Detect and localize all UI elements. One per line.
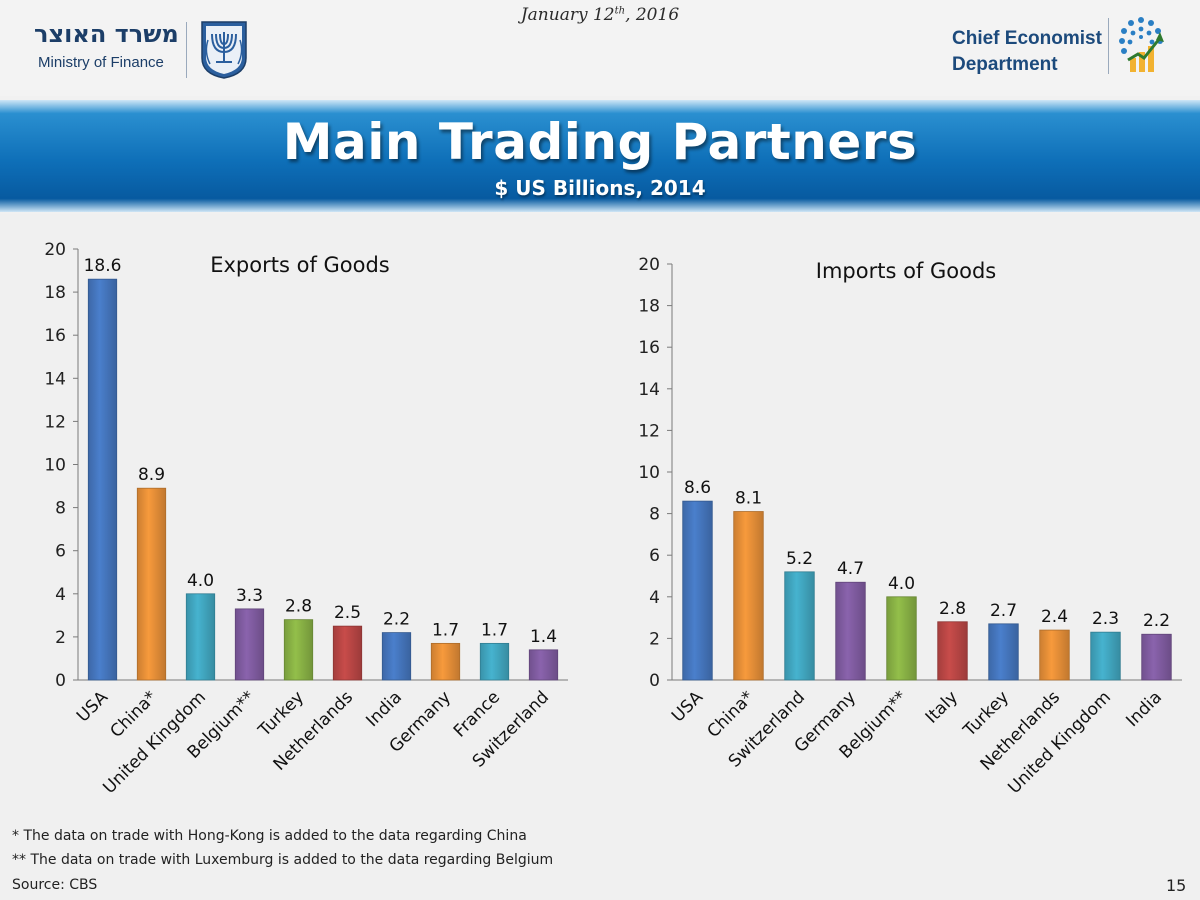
exports-chart: 0 2 4 6 8 10 12 14 16 18 20 Exports of Goods 18.6 USA… (44, 240, 568, 798)
title-banner: Main Trading Partners $ US Billions, 201… (0, 100, 1200, 212)
y-tick-label: 4 (55, 585, 66, 605)
bar-china (136, 487, 167, 681)
bar-india (1141, 633, 1172, 681)
bar-usa (87, 278, 118, 681)
bar-value-label: 4.0 (187, 571, 214, 591)
bar-value-label: 1.4 (530, 627, 557, 647)
ministry-name-english: Ministry of Finance (38, 54, 164, 71)
slide-title: Main Trading Partners (282, 113, 918, 171)
y-tick-label: 18 (638, 297, 660, 317)
date-year: , 2016 (625, 5, 680, 25)
bar-value-label: 2.8 (939, 599, 966, 619)
bar-value-label: 18.6 (84, 256, 122, 276)
chart-title: Exports of Goods (210, 253, 390, 277)
y-tick-label: 2 (55, 628, 66, 648)
bar-turkey (283, 619, 314, 681)
menorah-emblem-icon (201, 21, 247, 79)
bar-value-label: 2.2 (383, 610, 410, 630)
chart-dots-logo-icon (1119, 17, 1164, 72)
bar-value-label: 5.2 (786, 549, 813, 569)
bar-value-label: 8.1 (735, 489, 762, 509)
department-name: Chief Economist Department (952, 26, 1102, 78)
y-tick-label: 18 (44, 283, 66, 303)
bar-usa (682, 500, 713, 681)
bar-switzerland (784, 571, 815, 681)
bar-value-label: 1.7 (432, 620, 459, 640)
bar-united-kingdom (1090, 631, 1121, 681)
bar-value-label: 2.7 (990, 601, 1017, 621)
bar-value-label: 2.2 (1143, 611, 1170, 631)
department-line-1: Chief Economist (952, 28, 1102, 49)
slide-subtitle: $ US Billions, 2014 (494, 176, 706, 200)
bar-value-label: 8.6 (684, 478, 711, 498)
date-prefix: January 12 (520, 5, 615, 25)
y-tick-label: 6 (649, 546, 660, 566)
bar-value-label: 2.3 (1092, 609, 1119, 629)
y-tick-label: 10 (44, 456, 66, 476)
y-tick-label: 14 (638, 380, 660, 400)
x-category-label: Italy (922, 687, 962, 727)
bar-italy (937, 621, 968, 681)
page-number: 15 (1166, 876, 1187, 895)
bar-turkey (988, 623, 1019, 681)
y-tick-label: 14 (44, 369, 66, 389)
bar-switzerland (528, 649, 559, 681)
bar-value-label: 4.0 (888, 574, 915, 594)
y-tick-label: 20 (44, 240, 66, 260)
source-note: Source: CBS (12, 877, 98, 893)
bar-germany (430, 642, 461, 681)
bar-belgium (886, 596, 917, 681)
bar-netherlands (1039, 629, 1070, 681)
y-tick-label: 12 (638, 421, 660, 441)
x-category-label: USA (668, 687, 707, 726)
bar-belgium (234, 608, 265, 681)
footnote-hong-kong: * The data on trade with Hong-Kong is ad… (12, 828, 527, 844)
y-tick-label: 16 (44, 326, 66, 346)
bar-netherlands (332, 625, 363, 681)
imports-chart: 0 2 4 6 8 10 12 14 16 18 20 Imports of Goods 8.6 USA 8… (638, 255, 1182, 798)
bar-value-label: 1.7 (481, 620, 508, 640)
bar-value-label: 4.7 (837, 559, 864, 579)
bar-united-kingdom (185, 593, 216, 681)
x-category-label: USA (73, 687, 112, 726)
presentation-date: January 12th, 2016 (0, 5, 1200, 25)
ministry-name-hebrew: משרד האוצר (34, 20, 179, 48)
charts-area: 0 2 4 6 8 10 12 14 16 18 20 Exports of Goods 18.6 USA… (0, 214, 1200, 900)
bar-france (479, 642, 510, 681)
header-divider-right (1108, 18, 1109, 74)
footnote-luxemburg: ** The data on trade with Luxemburg is a… (12, 852, 554, 868)
y-tick-label: 16 (638, 338, 660, 358)
bar-china (733, 511, 764, 681)
bar-value-label: 3.3 (236, 586, 263, 606)
bar-value-label: 8.9 (138, 465, 165, 485)
x-category-label: India (362, 687, 406, 731)
y-tick-label: 0 (55, 671, 66, 691)
y-tick-label: 4 (649, 588, 660, 608)
slide-header: משרד האוצר Ministry of Finance January 1… (0, 0, 1200, 96)
y-tick-label: 0 (649, 671, 660, 691)
y-tick-label: 12 (44, 412, 66, 432)
date-suffix: th (614, 5, 626, 17)
chart-title: Imports of Goods (816, 259, 996, 283)
y-tick-label: 6 (55, 542, 66, 562)
department-line-2: Department (952, 54, 1058, 75)
y-tick-label: 8 (55, 499, 66, 519)
bar-value-label: 2.5 (334, 603, 361, 623)
bar-india (381, 632, 412, 681)
y-tick-label: 20 (638, 255, 660, 275)
bar-value-label: 2.4 (1041, 607, 1068, 627)
bar-value-label: 2.8 (285, 597, 312, 617)
y-tick-label: 8 (649, 505, 660, 525)
header-divider-left (186, 22, 187, 78)
y-tick-label: 2 (649, 629, 660, 649)
x-category-label: India (1122, 687, 1166, 731)
y-tick-label: 10 (638, 463, 660, 483)
bar-germany (835, 581, 866, 681)
